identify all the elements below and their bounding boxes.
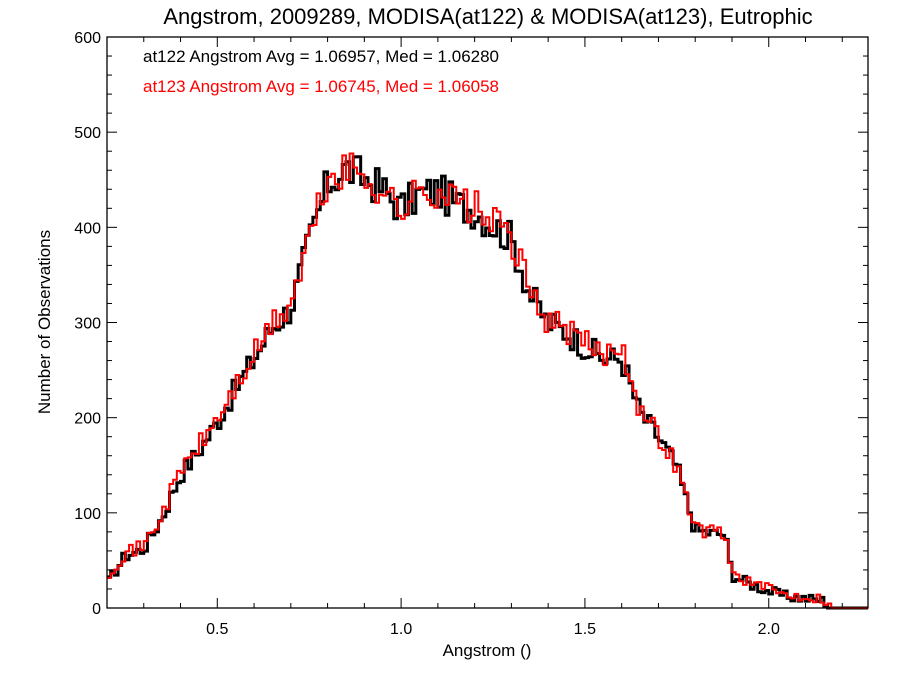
plot-frame <box>106 36 869 609</box>
plot-area <box>107 152 868 610</box>
x-axis-ticks: 0.5 1.0 1.5 2.0 <box>106 37 843 638</box>
x-tick-label: 2.0 <box>758 621 780 638</box>
legend-entry-at123: at123 Angstrom Avg = 1.06745, Med = 1.06… <box>143 77 499 96</box>
y-tick-label: 500 <box>74 125 101 142</box>
legend-entry-at122: at122 Angstrom Avg = 1.06957, Med = 1.06… <box>143 47 499 66</box>
y-tick-label: 300 <box>74 316 101 333</box>
x-tick-label: 1.0 <box>390 621 412 638</box>
y-axis-ticks: 0 100 200 300 400 500 600 <box>74 30 868 618</box>
x-tick-label: 1.5 <box>574 621 596 638</box>
y-tick-label: 600 <box>74 30 101 47</box>
y-tick-label: 100 <box>74 506 101 523</box>
histogram-series-at122 <box>107 155 868 610</box>
y-tick-label: 200 <box>74 411 101 428</box>
x-tick-label: 0.5 <box>206 621 228 638</box>
histogram-series-at123 <box>107 152 868 609</box>
chart-title: Angstrom, 2009289, MODISA(at122) & MODIS… <box>163 4 812 29</box>
y-tick-label: 400 <box>74 220 101 237</box>
y-axis-label: Number of Observations <box>35 230 54 414</box>
y-tick-label: 0 <box>92 601 101 618</box>
x-axis-label: Angstrom () <box>443 641 532 660</box>
